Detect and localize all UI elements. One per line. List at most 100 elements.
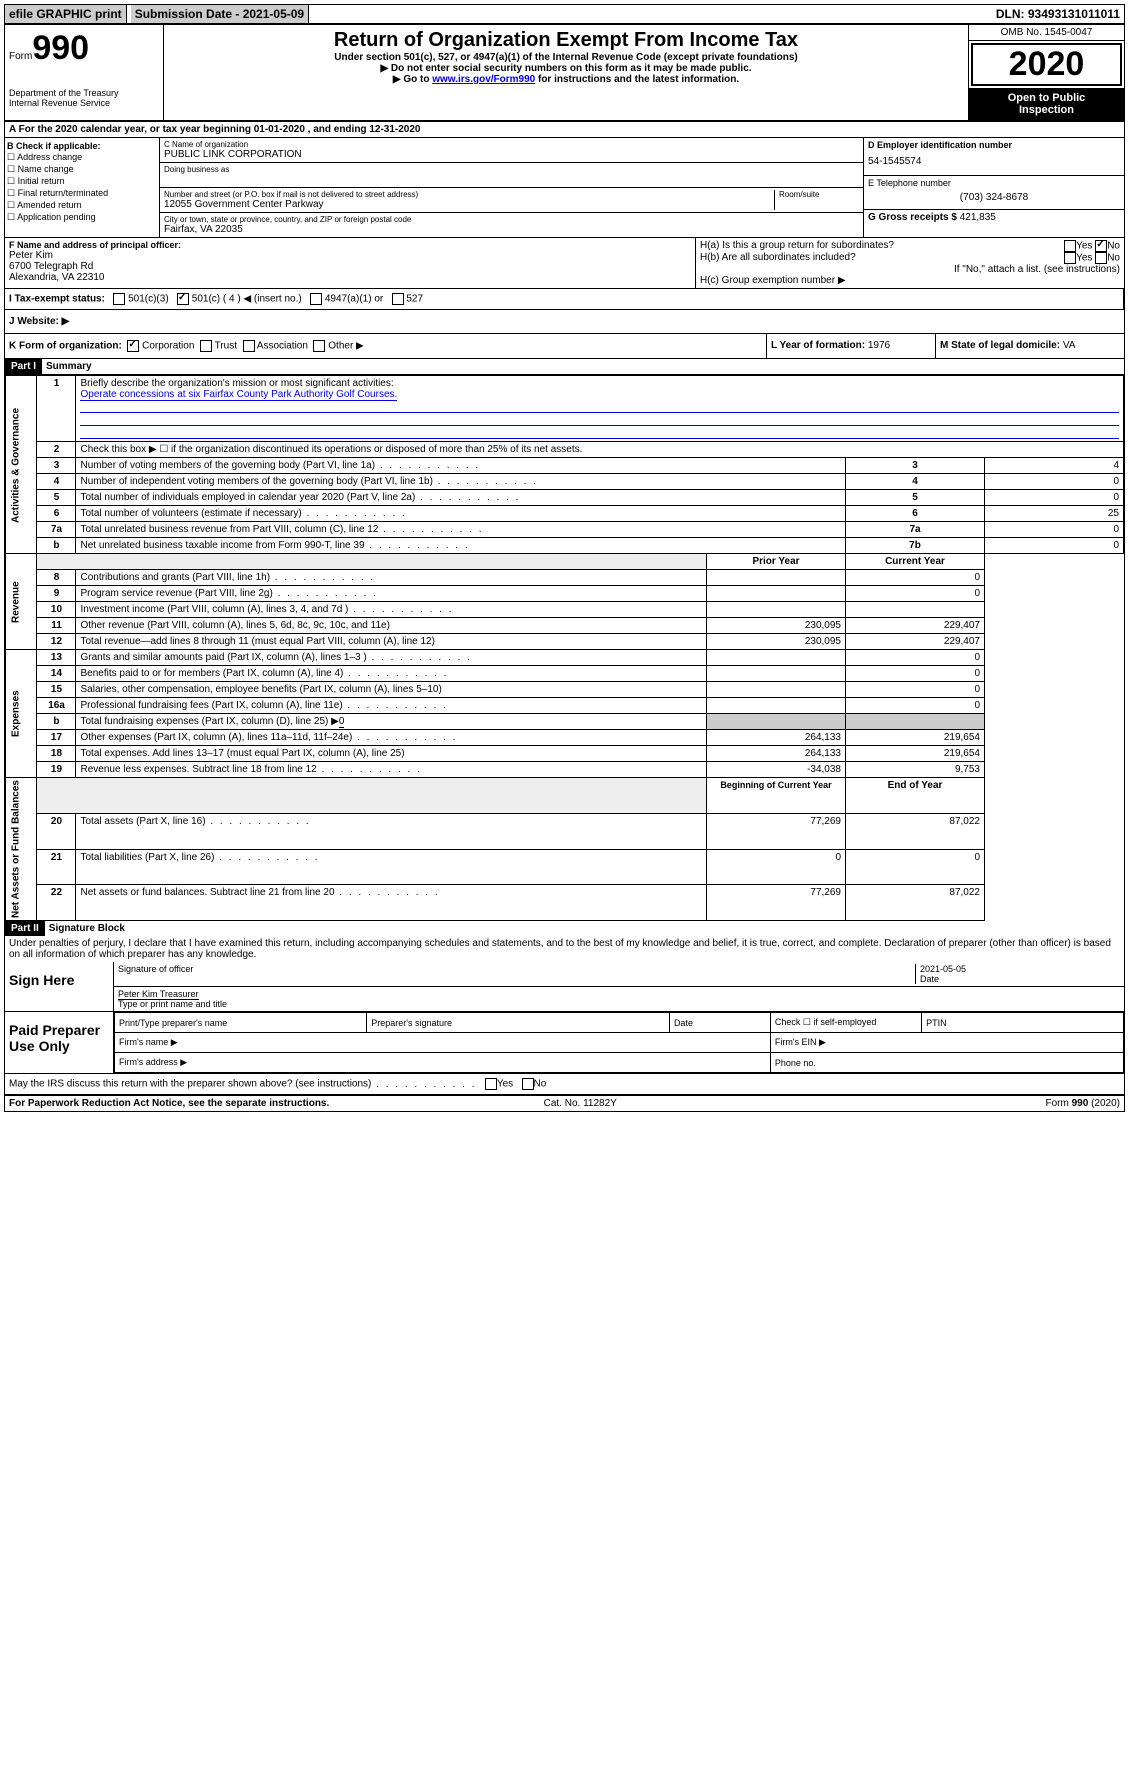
end-year-header: End of Year (846, 778, 985, 814)
ein-label: D Employer identification number (868, 140, 1120, 150)
line19-label: Revenue less expenses. Subtract line 18 … (76, 762, 707, 778)
line22-label: Net assets or fund balances. Subtract li… (76, 885, 707, 921)
dln: DLN: 93493131011011 (992, 5, 1124, 23)
discuss-no[interactable] (522, 1078, 534, 1090)
chk-assoc[interactable] (243, 340, 255, 352)
topbar: efile GRAPHIC print Submission Date - 20… (4, 4, 1125, 24)
efile-button[interactable]: efile GRAPHIC print (5, 5, 127, 23)
tel-label: E Telephone number (868, 178, 1120, 188)
sig-date-label: Date (920, 974, 939, 984)
line1-value: Operate concessions at six Fairfax Count… (80, 389, 397, 401)
line6-label: Total number of volunteers (estimate if … (76, 506, 846, 522)
line14-current: 0 (846, 666, 985, 682)
footer-mid: Cat. No. 11282Y (544, 1098, 617, 1109)
officer-addr2: Alexandria, VA 22310 (9, 272, 691, 283)
chk-501c3[interactable] (113, 293, 125, 305)
line19-prior: -34,038 (707, 762, 846, 778)
line20-current: 87,022 (846, 813, 985, 849)
line3-label: Number of voting members of the governin… (76, 458, 846, 474)
line10-prior (707, 602, 846, 618)
omb-number: OMB No. 1545-0047 (969, 25, 1124, 41)
line16b-label: Total fundraising expenses (Part IX, col… (80, 716, 338, 727)
line18-current: 219,654 (846, 746, 985, 762)
line16a-prior (707, 698, 846, 714)
hb-yes[interactable] (1064, 252, 1076, 264)
chk-501c[interactable] (177, 293, 189, 305)
firm-name-label: Firm's name ▶ (115, 1033, 771, 1053)
chk-4947[interactable] (310, 293, 322, 305)
irs-link[interactable]: www.irs.gov/Form990 (432, 74, 535, 85)
line13-current: 0 (846, 650, 985, 666)
chk-other[interactable] (313, 340, 325, 352)
firm-ein-label: Firm's EIN ▶ (770, 1033, 1123, 1053)
form-number: 990 (32, 29, 89, 67)
line10-current (846, 602, 985, 618)
prep-date-label: Date (669, 1013, 770, 1033)
self-employed-label: Check ☐ if self-employed (770, 1013, 921, 1033)
line22-prior: 77,269 (707, 885, 846, 921)
prep-sig-label: Preparer's signature (367, 1013, 670, 1033)
line21-current: 0 (846, 849, 985, 885)
line7b-value: 0 (985, 538, 1124, 554)
line12-current: 229,407 (846, 634, 985, 650)
tel-value: (703) 324-8678 (868, 188, 1120, 207)
line9-prior (707, 586, 846, 602)
line15-prior (707, 682, 846, 698)
goto-suffix: for instructions and the latest informat… (535, 74, 739, 85)
org-city: Fairfax, VA 22035 (164, 224, 859, 235)
submission-date: Submission Date - 2021-05-09 (131, 5, 309, 23)
line9-current: 0 (846, 586, 985, 602)
chk-corp[interactable] (127, 340, 139, 352)
part2-header: Part II (5, 921, 45, 936)
ha-no[interactable] (1095, 240, 1107, 252)
line7a-value: 0 (985, 522, 1124, 538)
line19-current: 9,753 (846, 762, 985, 778)
hb-note: If "No," attach a list. (see instruction… (700, 264, 1120, 275)
form-title: Return of Organization Exempt From Incom… (168, 29, 964, 52)
sig-date: 2021-05-05 (920, 964, 966, 974)
chk-address-change[interactable]: ☐ Address change (7, 152, 157, 163)
line7b-label: Net unrelated business taxable income fr… (76, 538, 846, 554)
chk-application-pending[interactable]: ☐ Application pending (7, 212, 157, 223)
line1-label: Briefly describe the organization's miss… (80, 378, 393, 389)
sig-officer-label: Signature of officer (118, 964, 915, 984)
line2: Check this box ▶ ☐ if the organization d… (76, 442, 1124, 458)
state-domicile-label: M State of legal domicile: (940, 340, 1063, 351)
chk-name-change[interactable]: ☐ Name change (7, 164, 157, 175)
chk-final-return[interactable]: ☐ Final return/terminated (7, 188, 157, 199)
chk-initial-return[interactable]: ☐ Initial return (7, 176, 157, 187)
line13-prior (707, 650, 846, 666)
hb-no[interactable] (1095, 252, 1107, 264)
goto-prefix: ▶ Go to (393, 74, 432, 85)
part1-header: Part I (5, 359, 42, 374)
tax-exempt-label: I Tax-exempt status: (9, 294, 105, 305)
discuss-yes[interactable] (485, 1078, 497, 1090)
chk-amended-return[interactable]: ☐ Amended return (7, 200, 157, 211)
website-label: J Website: ▶ (9, 316, 69, 327)
org-address: 12055 Government Center Parkway (164, 199, 774, 210)
chk-527[interactable] (392, 293, 404, 305)
line14-prior (707, 666, 846, 682)
line20-prior: 77,269 (707, 813, 846, 849)
ha-yes[interactable] (1064, 240, 1076, 252)
subtitle-1: Under section 501(c), 527, or 4947(a)(1)… (168, 52, 964, 63)
section-governance: Activities & Governance (6, 376, 37, 554)
line4-label: Number of independent voting members of … (76, 474, 846, 490)
line5-value: 0 (985, 490, 1124, 506)
open-to-public: Open to PublicInspection (969, 88, 1124, 120)
chk-trust[interactable] (200, 340, 212, 352)
gross-receipts-label: G Gross receipts $ (868, 212, 960, 223)
officer-label: F Name and address of principal officer: (9, 240, 691, 250)
line17-prior: 264,133 (707, 730, 846, 746)
sign-here-label: Sign Here (5, 962, 114, 1011)
col-b-title: B Check if applicable: (7, 141, 157, 151)
perjury-declaration: Under penalties of perjury, I declare th… (5, 936, 1124, 962)
footer-right: Form 990 (2020) (1046, 1098, 1120, 1109)
line18-label: Total expenses. Add lines 13–17 (must eq… (76, 746, 707, 762)
line16b-value: 0 (339, 716, 345, 728)
ptin-label: PTIN (922, 1013, 1124, 1033)
begin-year-header: Beginning of Current Year (707, 778, 846, 814)
line17-label: Other expenses (Part IX, column (A), lin… (76, 730, 707, 746)
line11-label: Other revenue (Part VIII, column (A), li… (76, 618, 707, 634)
hb-label: H(b) Are all subordinates included? (700, 252, 856, 264)
